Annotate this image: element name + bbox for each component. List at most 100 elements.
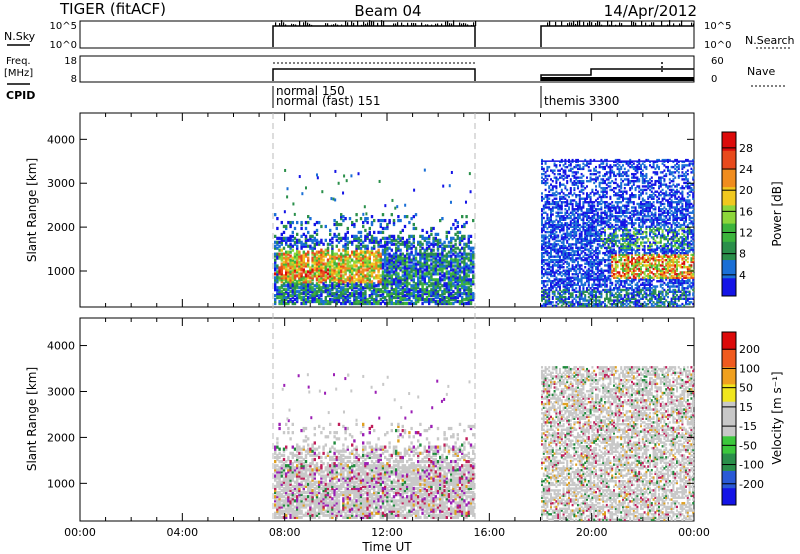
power-cell [340,213,343,217]
power-cell [443,258,446,262]
power-cell [627,258,630,262]
power-cell [622,229,624,232]
power-cell [285,264,288,268]
power-cell [307,288,310,292]
power-cell [627,174,630,178]
power-cell [611,288,614,292]
power-cell [388,301,391,306]
power-cell [584,265,587,269]
power-cell [351,266,354,270]
power-cell [571,250,574,253]
power-cell [395,290,398,294]
power-cell [632,241,635,244]
power-cell [362,212,365,216]
power-cell [342,280,345,284]
power-cell [541,269,543,272]
nsearch-label: N.Search [745,34,795,47]
power-cell [564,295,567,299]
power-cell [607,251,610,255]
power-cell [595,213,597,216]
power-cell [414,256,418,260]
power-cell [553,274,556,278]
power-cell [430,290,433,294]
power-cell [569,199,572,202]
power-cell [337,272,341,276]
power-cell [618,211,621,214]
power-cell [631,176,633,179]
power-cell [627,294,630,297]
power-cell [571,158,574,162]
power-cell [298,175,301,179]
power-cell [548,271,551,274]
power-cell [384,240,387,244]
power-cell [410,264,413,268]
power-cell [289,250,292,254]
power-cell [384,282,387,286]
power-cell [410,234,413,238]
power-cell [384,262,387,266]
power-cell [335,222,338,227]
power-cell [609,246,612,250]
power-cell [291,280,294,284]
power-cell [566,276,569,279]
power-cell [390,292,393,296]
power-cell [313,246,316,250]
power-cell [595,188,597,192]
power-cell [439,294,442,298]
power-cell [370,290,374,294]
power-cell [614,241,617,244]
power-cell [611,213,614,216]
power-cell [595,237,597,241]
power-cell [541,304,543,308]
power-cell [445,282,448,286]
power-cell [315,292,319,296]
power-cell [467,256,470,260]
power-cell [320,294,323,298]
power-cell [280,272,283,276]
power-cell [318,278,321,282]
power-cell [614,227,617,230]
power-cell [296,294,299,298]
power-cell [589,237,592,241]
power-cell [404,203,407,207]
power-cell [364,284,367,288]
power-cell [596,278,599,281]
nsky-spike [579,20,581,26]
power-cell [575,258,578,262]
power-cell [315,262,319,266]
power-cell [589,243,592,246]
cpid-row: CPID normal 150 normal (fast) 151 themis… [6,84,619,108]
power-cell [607,276,610,279]
power-cell [550,223,552,227]
power-cell [627,229,630,232]
power-cell [557,243,560,246]
power-cell [596,257,599,260]
power-cell [600,273,603,276]
power-cell [551,227,554,230]
power-cell [432,270,435,274]
power-cell [544,237,547,241]
power-cell [544,304,547,308]
power-cell [627,278,630,281]
power-cell [620,167,623,171]
power-cell [381,290,385,294]
power-cell [456,282,459,286]
power-cell [623,234,626,237]
power-cell [587,195,590,199]
power-cell [469,260,473,264]
power-cell [618,190,621,193]
power-cell [566,188,569,192]
power-cell [553,280,556,283]
power-cell [311,234,314,238]
power-cell [548,288,551,292]
power-cell [589,232,592,236]
power-cell [634,253,637,257]
power-cell [384,256,387,260]
power-cell [632,302,635,306]
power-cell [375,262,378,266]
power-cell [348,268,352,272]
power-cell [632,227,635,230]
nsky-spike [353,22,355,26]
power-cell [362,220,365,225]
power-cell [564,169,567,172]
